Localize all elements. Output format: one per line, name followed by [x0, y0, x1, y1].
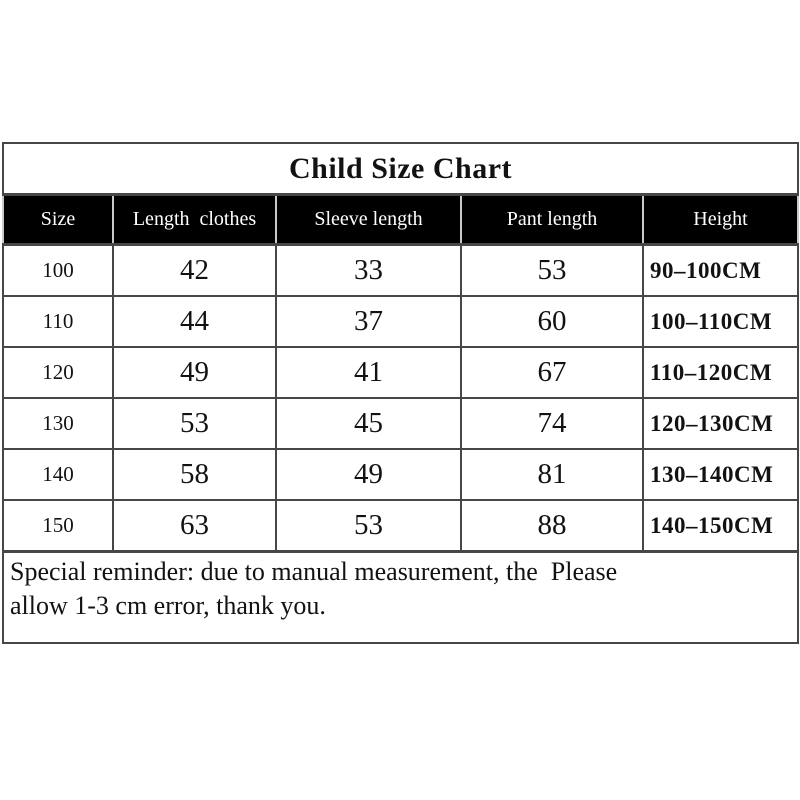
height-cell: 90–100CM — [641, 243, 800, 297]
pant-length-cell: 60 — [460, 295, 644, 348]
header-cell-size: Size — [2, 193, 114, 246]
size-cell: 150 — [2, 499, 114, 553]
sleeve-length-cell: 45 — [275, 397, 462, 450]
height-cell: 120–130CM — [641, 397, 800, 450]
size-chart-table: Child Size Chart Size Length clothes Sle… — [1, 142, 800, 644]
height-cell: 110–120CM — [641, 346, 800, 399]
height-cell: 130–140CM — [641, 448, 800, 501]
table-row: 120 49 41 67 110–120CM — [2, 346, 800, 399]
special-note: Special reminder: due to manual measurem… — [1, 550, 800, 644]
table-row: 150 63 53 88 140–150CM — [2, 499, 800, 553]
sleeve-length-cell: 53 — [275, 499, 462, 553]
table-row: 140 58 49 81 130–140CM — [2, 448, 800, 501]
length-clothes-cell: 44 — [112, 295, 277, 348]
sleeve-length-cell: 41 — [275, 346, 462, 399]
length-clothes-cell: 63 — [112, 499, 277, 553]
special-note-line-2: allow 1-3 cm error, thank you. — [10, 591, 326, 621]
pant-length-cell: 88 — [460, 499, 644, 553]
header-cell-sleeve-length: Sleeve length — [275, 193, 462, 246]
size-cell: 120 — [2, 346, 114, 399]
height-cell: 140–150CM — [641, 499, 800, 553]
pant-length-cell: 74 — [460, 397, 644, 450]
table-row: 110 44 37 60 100–110CM — [2, 295, 800, 348]
height-cell: 100–110CM — [641, 295, 800, 348]
size-cell: 110 — [2, 295, 114, 348]
pant-length-cell: 53 — [460, 243, 644, 297]
page-title: Child Size Chart — [1, 142, 800, 196]
table-row: 100 42 33 53 90–100CM — [2, 243, 800, 297]
size-cell: 140 — [2, 448, 114, 501]
size-cell: 130 — [2, 397, 114, 450]
title-row: Child Size Chart — [1, 142, 800, 196]
size-chart: Child Size Chart Size Length clothes Sle… — [1, 142, 800, 644]
length-clothes-cell: 42 — [112, 243, 277, 297]
pant-length-cell: 67 — [460, 346, 644, 399]
header-cell-length-clothes: Length clothes — [112, 193, 277, 246]
size-cell: 100 — [2, 243, 114, 297]
pant-length-cell: 81 — [460, 448, 644, 501]
table-header-row: Size Length clothes Sleeve length Pant l… — [2, 193, 800, 246]
note-row: Special reminder: due to manual measurem… — [1, 550, 800, 644]
special-note-line-1: Special reminder: due to manual measurem… — [10, 557, 618, 586]
length-clothes-cell: 58 — [112, 448, 277, 501]
header-cell-pant-length: Pant length — [460, 193, 644, 246]
length-clothes-cell: 53 — [112, 397, 277, 450]
header-cell-height: Height — [641, 193, 800, 246]
sleeve-length-cell: 33 — [275, 243, 462, 297]
sleeve-length-cell: 37 — [275, 295, 462, 348]
sleeve-length-cell: 49 — [275, 448, 462, 501]
table-row: 130 53 45 74 120–130CM — [2, 397, 800, 450]
length-clothes-cell: 49 — [112, 346, 277, 399]
